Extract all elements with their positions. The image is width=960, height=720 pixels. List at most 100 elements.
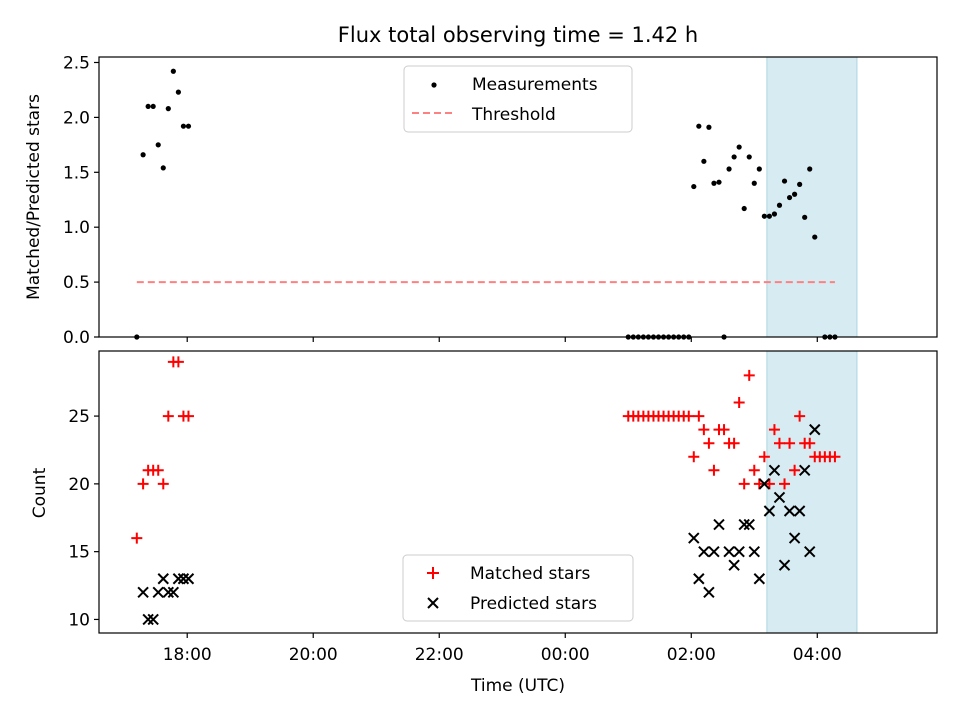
predicted-star-point bbox=[738, 518, 750, 531]
legend-label-matched-stars: Matched stars bbox=[470, 564, 590, 584]
matched-star-point bbox=[768, 424, 780, 436]
top-y-tick-label: 1.0 bbox=[63, 218, 90, 238]
x-tick-label: 02:00 bbox=[667, 645, 716, 665]
x-tick-label: 04:00 bbox=[793, 645, 842, 665]
x-tick-label: 22:00 bbox=[415, 645, 464, 665]
measurement-point bbox=[706, 124, 712, 130]
predicted-star-point bbox=[708, 545, 720, 558]
matched-star-point bbox=[743, 369, 755, 381]
matched-star-point bbox=[683, 410, 695, 422]
predicted-star-point bbox=[763, 505, 776, 517]
measurement-point bbox=[165, 106, 171, 112]
measurement-point bbox=[766, 213, 773, 219]
measurement-point bbox=[711, 180, 717, 186]
top-y-tick-label: 2.5 bbox=[63, 53, 90, 73]
predicted-star-point bbox=[698, 545, 710, 558]
bottom-y-tick-label: 10 bbox=[68, 610, 90, 630]
top-axes-frame bbox=[98, 56, 938, 338]
predicted-star-point bbox=[798, 464, 811, 477]
measurement-point bbox=[792, 191, 798, 197]
predicted-star-point bbox=[137, 586, 149, 599]
top-panel: 0.0 0.5 1.0 1.5 2.0 2.5 Matched/Predicted sta… bbox=[24, 53, 938, 348]
matched-star-point bbox=[733, 397, 745, 409]
matched-star-point bbox=[748, 464, 760, 476]
measurement-point bbox=[140, 152, 146, 158]
predicted-star-point bbox=[728, 559, 740, 571]
bottom-y-tick-label: 15 bbox=[68, 543, 90, 563]
top-x-ticks bbox=[186, 337, 818, 342]
matched-star-point bbox=[703, 437, 715, 449]
x-tick-label: 18:00 bbox=[163, 645, 212, 665]
predicted-star-point bbox=[753, 573, 766, 585]
matched-star-point bbox=[162, 410, 174, 422]
measurement-point bbox=[786, 194, 793, 201]
count-points-layer bbox=[131, 356, 841, 626]
top-legend-box bbox=[403, 65, 633, 133]
predicted-star-point bbox=[713, 518, 725, 531]
predicted-star-point bbox=[723, 545, 735, 558]
matched-star-point bbox=[172, 356, 184, 368]
measurement-point bbox=[756, 166, 762, 172]
measurement-point bbox=[771, 211, 778, 217]
predicted-star-point bbox=[768, 464, 781, 477]
measurement-point bbox=[802, 214, 808, 220]
matched-star-point bbox=[738, 478, 750, 490]
legend-marker-matched-stars bbox=[427, 567, 439, 579]
bottom-y-ticks: 10 15 20 25 bbox=[68, 407, 99, 630]
measurement-point bbox=[761, 213, 767, 219]
predicted-star-point bbox=[758, 478, 771, 490]
matched-star-point bbox=[157, 478, 169, 490]
bottom-axes-frame bbox=[98, 350, 938, 634]
measurement-point bbox=[751, 180, 757, 186]
predicted-star-point bbox=[177, 573, 190, 585]
top-y-axis-label: Matched/Predicted stars bbox=[24, 94, 44, 300]
matched-star-point bbox=[131, 532, 143, 544]
measurement-point bbox=[731, 154, 737, 160]
matched-star-point bbox=[804, 437, 816, 449]
bottom-y-axis-label: Count bbox=[30, 467, 50, 518]
measurement-point bbox=[812, 234, 818, 240]
predicted-star-point bbox=[733, 545, 745, 558]
top-y-tick-label: 1.5 bbox=[63, 163, 90, 183]
legend-label-threshold: Threshold bbox=[471, 105, 556, 125]
matched-star-point bbox=[182, 410, 194, 422]
top-y-tick-label: 0.5 bbox=[63, 273, 90, 293]
predicted-star-point bbox=[147, 613, 159, 626]
measurement-point bbox=[741, 205, 747, 212]
measurement-point bbox=[175, 89, 181, 95]
predicted-star-point bbox=[793, 505, 806, 517]
matched-star-point bbox=[829, 451, 841, 463]
matched-star-point bbox=[718, 424, 730, 436]
measurement-point bbox=[691, 183, 697, 190]
bottom-x-ticks: 18:00 20:00 22:00 00:00 02:00 04:00 bbox=[163, 633, 842, 665]
predicted-star-point bbox=[172, 573, 185, 585]
bottom-y-tick-label: 20 bbox=[68, 475, 90, 495]
measurement-point bbox=[797, 181, 803, 187]
bottom-highlight-span bbox=[766, 350, 858, 634]
matched-star-point bbox=[773, 437, 785, 449]
top-y-tick-label: 2.0 bbox=[63, 108, 90, 128]
predicted-star-point bbox=[748, 545, 760, 558]
predicted-star-point bbox=[788, 532, 801, 544]
predicted-star-point bbox=[693, 573, 705, 585]
matched-star-point bbox=[789, 464, 801, 476]
matched-star-point bbox=[698, 424, 710, 436]
chart-title: Flux total observing time = 1.42 h bbox=[338, 23, 698, 47]
top-legend: Measurements Threshold bbox=[403, 65, 633, 133]
matched-star-point bbox=[758, 451, 770, 463]
matched-star-point bbox=[137, 478, 149, 490]
bottom-legend-box bbox=[402, 554, 634, 622]
top-y-tick-label: 0.0 bbox=[63, 328, 90, 348]
measurement-point bbox=[155, 142, 161, 148]
predicted-star-point bbox=[162, 586, 175, 599]
measurement-point bbox=[807, 166, 813, 172]
matched-star-point bbox=[794, 410, 806, 422]
matched-star-point bbox=[779, 478, 791, 490]
predicted-star-point bbox=[182, 573, 195, 585]
predicted-star-point bbox=[773, 491, 786, 504]
predicted-star-point bbox=[783, 505, 796, 517]
measurement-point bbox=[716, 179, 722, 185]
predicted-star-point bbox=[688, 532, 700, 544]
predicted-star-point bbox=[804, 545, 816, 558]
